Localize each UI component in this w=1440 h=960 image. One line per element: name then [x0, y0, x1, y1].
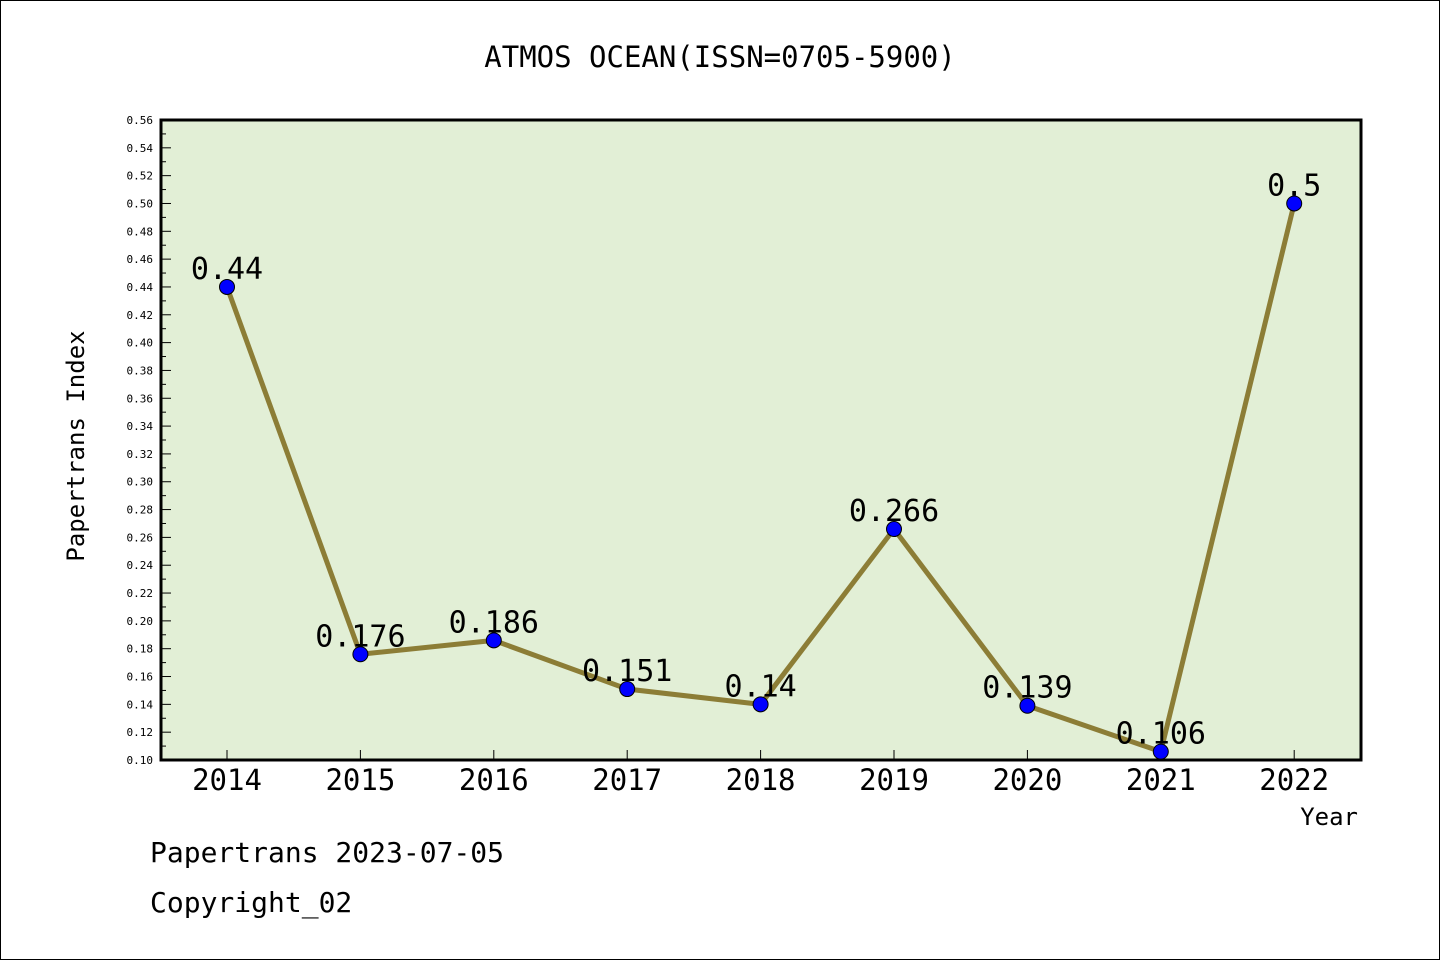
data-label: 0.139	[982, 671, 1072, 706]
y-tick-label: 0.56	[127, 114, 154, 127]
x-axis-label: Year	[1300, 803, 1358, 831]
x-tick-label: 2016	[459, 763, 529, 797]
y-tick-label: 0.42	[127, 309, 154, 322]
y-tick-label: 0.16	[127, 671, 154, 684]
data-label: 0.5	[1267, 168, 1321, 203]
data-point	[1152, 743, 1169, 760]
y-tick-label: 0.48	[127, 225, 154, 238]
y-tick-label: 0.46	[127, 253, 154, 266]
y-axis-label: Papertrans Index	[62, 330, 90, 561]
y-tick-label: 0.54	[127, 142, 154, 155]
data-labels: 0.44 0.176 0.186 0.151 0.14 0.266 0.139 0.106 0.…	[191, 168, 1321, 751]
data-label: 0.14	[724, 669, 796, 704]
data-point	[1286, 195, 1303, 212]
y-axis: 0.10 0.12 0.14 0.16 0.18 0.20 0.22 0.24 0.26 0.28…	[127, 114, 171, 767]
y-tick-label: 0.34	[127, 420, 154, 433]
y-tick-label: 0.18	[127, 643, 154, 656]
y-tick-label: 0.26	[127, 531, 154, 544]
data-point	[219, 278, 235, 295]
x-tick-label: 2021	[1126, 763, 1196, 797]
data-point	[1019, 697, 1036, 714]
chart-title: ATMOS OCEAN(ISSN=0705-5900)	[484, 40, 955, 74]
data-label: 0.266	[849, 494, 939, 529]
y-tick-label: 0.14	[127, 698, 154, 711]
y-tick-label: 0.22	[127, 587, 154, 600]
footer-date: Papertrans 2023-07-05	[150, 836, 505, 869]
y-tick-label: 0.32	[127, 448, 154, 461]
x-tick-label: 2018	[726, 763, 796, 797]
x-tick-label: 2017	[592, 763, 662, 797]
y-tick-label: 0.40	[127, 337, 154, 350]
data-point	[752, 696, 769, 713]
y-tick-label: 0.28	[127, 504, 154, 517]
y-tick-label: 0.30	[127, 476, 154, 489]
data-label: 0.186	[449, 605, 539, 640]
y-tick-label: 0.52	[127, 170, 154, 183]
y-tick-label: 0.20	[127, 615, 154, 628]
data-point	[352, 646, 369, 663]
data-label: 0.176	[315, 619, 405, 654]
data-point	[886, 521, 902, 538]
y-tick-label: 0.38	[127, 364, 154, 377]
data-label: 0.151	[582, 654, 672, 689]
footer-copyright: Copyright_02	[150, 886, 353, 919]
x-tick-label: 2022	[1259, 763, 1329, 797]
data-label: 0.106	[1116, 717, 1206, 752]
x-axis: 2014 2015 2016 2017 2018 2019 2020 2021 2022	[192, 750, 1329, 797]
data-point	[485, 632, 502, 649]
data-label: 0.44	[191, 252, 263, 287]
y-tick-label: 0.24	[127, 559, 154, 572]
y-tick-label: 0.44	[127, 281, 154, 294]
y-tick-label: 0.12	[127, 726, 154, 739]
y-tick-label: 0.36	[127, 392, 154, 405]
y-tick-label: 0.10	[127, 754, 154, 767]
x-tick-label: 2020	[992, 763, 1062, 797]
series-markers	[219, 195, 1303, 760]
y-tick-label: 0.50	[127, 197, 154, 210]
x-tick-label: 2014	[192, 763, 262, 797]
data-point	[619, 681, 636, 698]
x-tick-label: 2019	[859, 763, 929, 797]
x-tick-label: 2015	[325, 763, 395, 797]
